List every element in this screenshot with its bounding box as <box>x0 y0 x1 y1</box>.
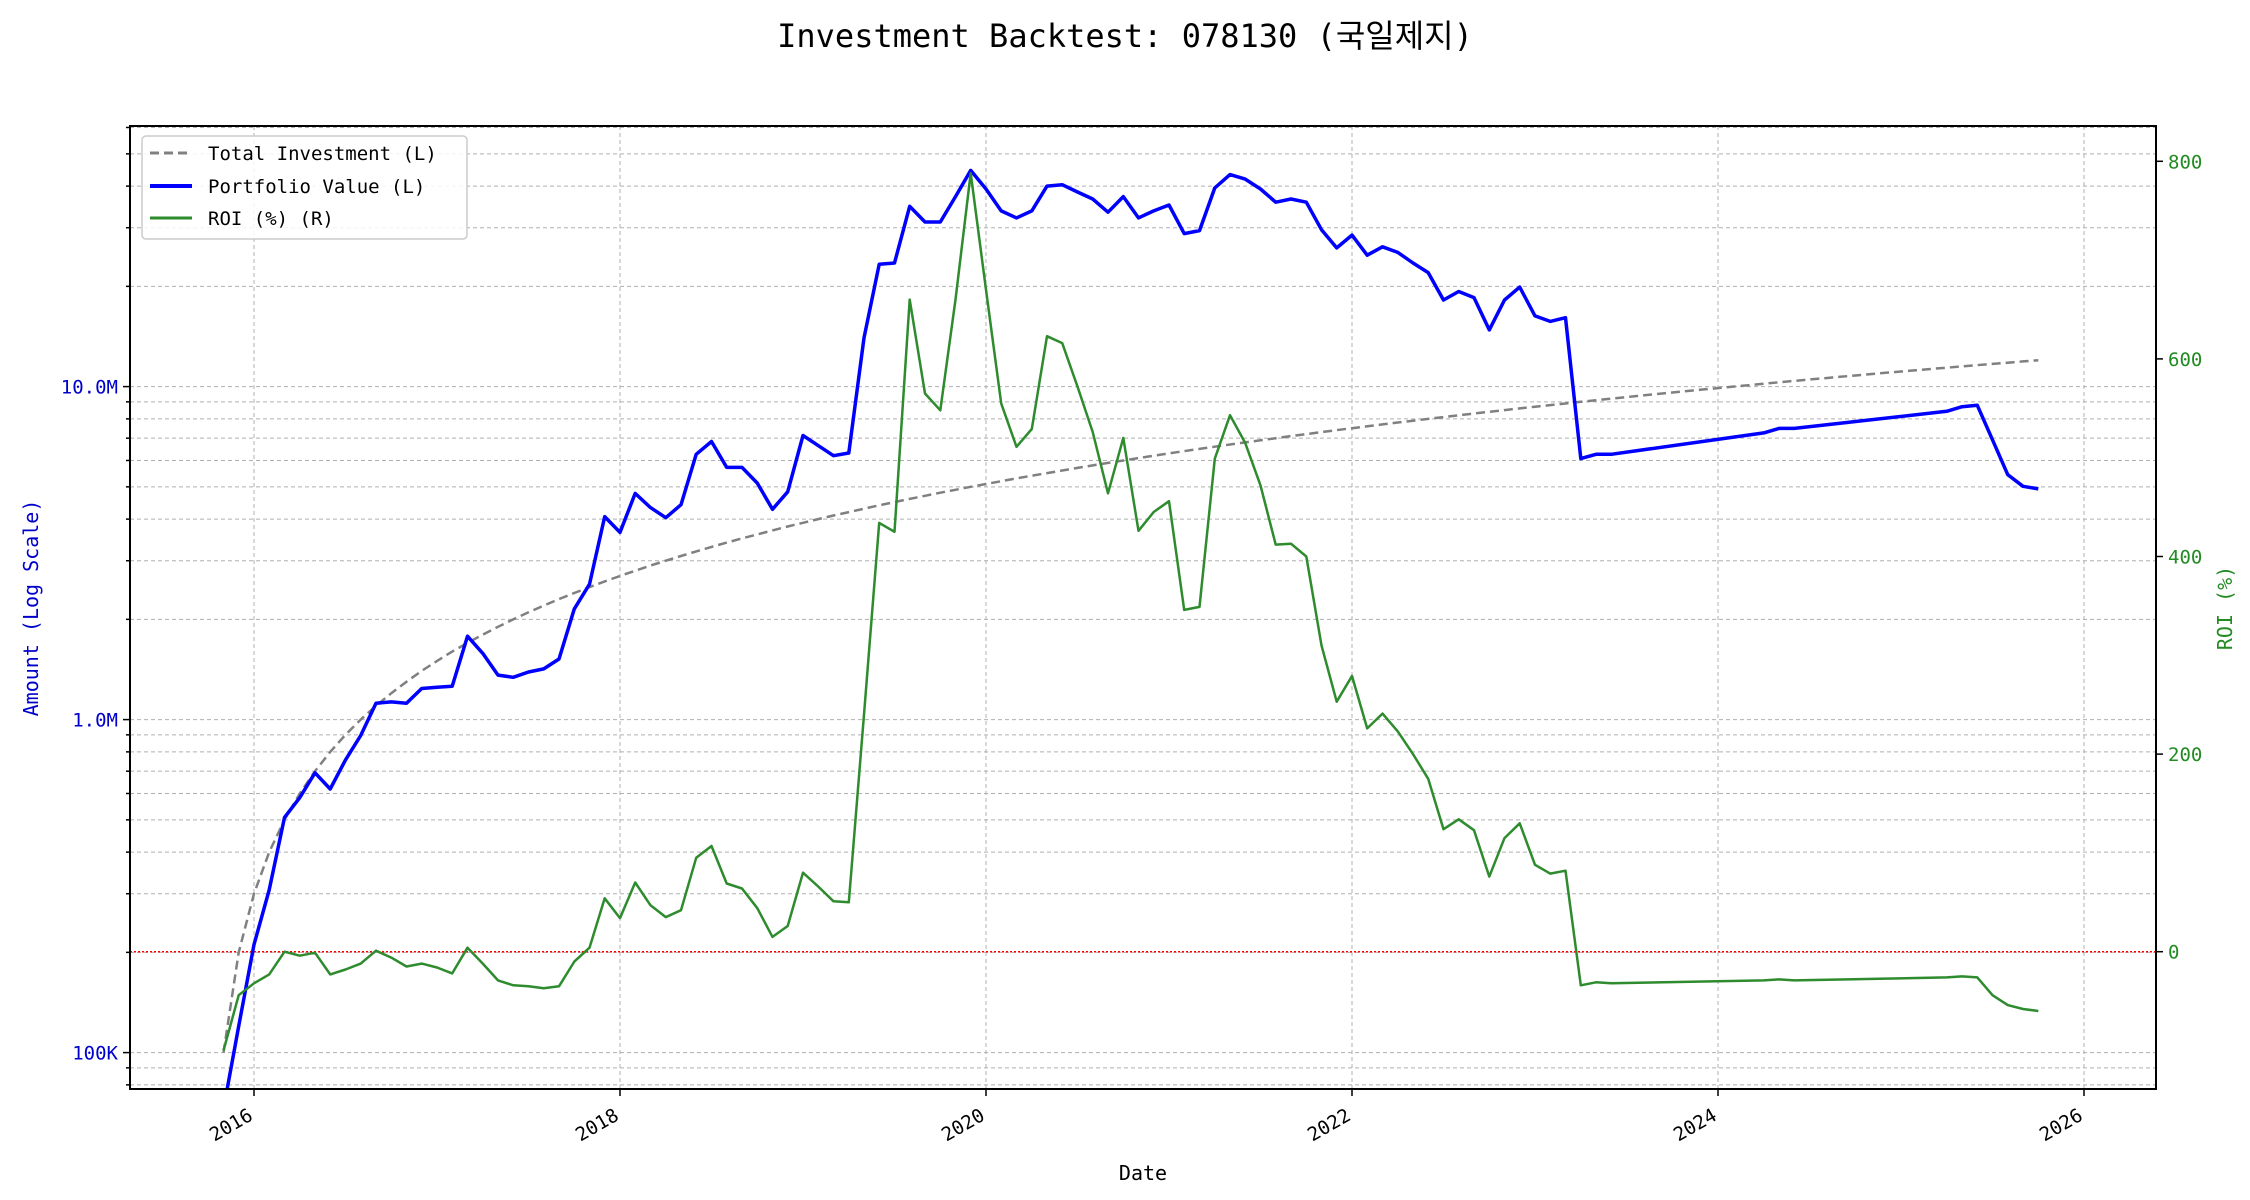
series-layer <box>222 168 2039 1089</box>
left-tick-label: 1.0M <box>72 710 118 732</box>
legend-label-roi: ROI (%) (R) <box>208 208 334 230</box>
right-tick-label: 200 <box>2168 744 2202 766</box>
left-axis-label: Amount (Log Scale) <box>19 500 43 717</box>
left-tick-label: 100K <box>72 1043 118 1065</box>
right-tick-label: 800 <box>2168 151 2202 173</box>
left-tick-label: 10.0M <box>61 377 118 399</box>
roi-line <box>222 171 2039 1051</box>
chart-title: Investment Backtest: 078130 (국일제지) <box>777 17 1473 55</box>
legend-box <box>141 135 468 240</box>
right-tick-label: 0 <box>2168 942 2179 964</box>
legend-label-portfolio: Portfolio Value (L) <box>208 176 425 198</box>
portfolio-value-line <box>225 168 2039 1089</box>
right-axis-ticks: 0 200 400 600 800 <box>2156 151 2202 964</box>
right-axis-label: ROI (%) <box>2213 566 2237 650</box>
total-investment-line <box>222 358 2039 1053</box>
x-axis-label: Date <box>1119 1161 1167 1185</box>
plot-frame <box>129 125 2157 1090</box>
left-axis-ticks: 100K 1.0M 10.0M <box>61 126 130 1086</box>
right-tick-label: 600 <box>2168 349 2202 371</box>
legend-label-investment: Total Investment (L) <box>208 143 437 165</box>
right-tick-label: 400 <box>2168 547 2202 569</box>
legend: Total Investment (L) Portfolio Value (L)… <box>141 135 468 240</box>
